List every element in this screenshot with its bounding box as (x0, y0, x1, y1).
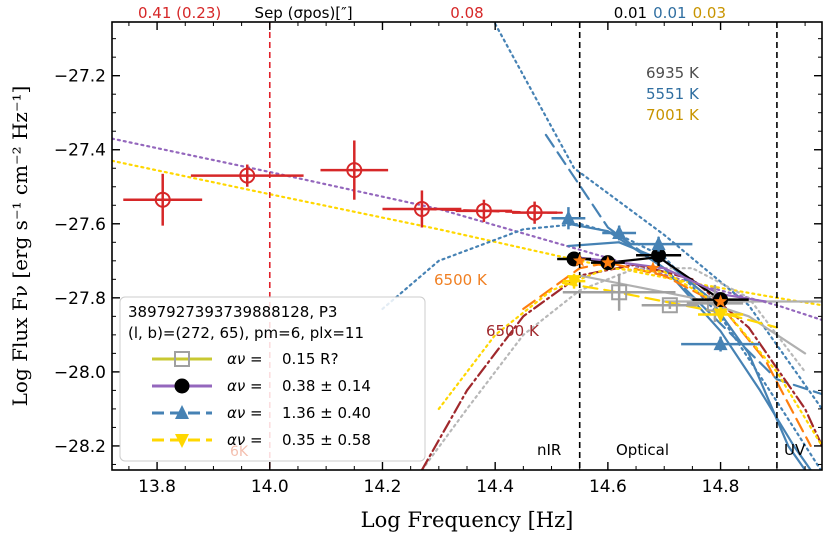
legend-hidden-text: 6K (230, 444, 249, 460)
band-label-nir: nIR (537, 441, 561, 459)
point-orange-2 (646, 261, 660, 274)
top-label-4: 0.01 (653, 4, 686, 22)
y-tick-label-2: −27.6 (54, 215, 106, 235)
point-blue-2 (651, 236, 666, 251)
y-tick-label-0: −27.2 (54, 67, 106, 87)
x-tick-label-1: 14.0 (251, 477, 289, 497)
curve-blue-steep-dotted (494, 22, 822, 410)
band-label-uv: UV (784, 441, 806, 459)
x-axis-label: Log Frequency [Hz] (361, 508, 574, 532)
band-label-optical: Optical (616, 441, 669, 459)
point-blue-0 (561, 210, 576, 225)
bb-label-orange: 6500 K (434, 271, 488, 289)
legend-title-1: 3897927393739888128, P3 (128, 303, 337, 321)
point-wise-4 (475, 202, 492, 219)
point-blue-3 (713, 336, 728, 351)
curve-orange-dashed (522, 261, 812, 447)
y-tick-label-4: −28.0 (54, 363, 106, 383)
x-tick-label-2: 14.2 (364, 477, 402, 497)
legend-alpha-gray: αν = (227, 350, 263, 368)
curve-gray-dotted-rising (420, 267, 807, 470)
point-gray-0 (611, 284, 628, 301)
y-tick-label-5: −28.2 (54, 437, 106, 457)
point-gray-1 (661, 297, 678, 314)
legend-value-gray: 0.15 R? (282, 350, 339, 368)
temp-label-2: 5551 K (646, 85, 700, 103)
legend-alpha-yellow: αν = (227, 431, 263, 449)
point-yellow-0 (567, 275, 582, 290)
y-tick-label-1: −27.4 (54, 141, 106, 161)
legend-value-blue: 1.36 ± 0.40 (282, 404, 371, 422)
point-wise-3 (413, 200, 430, 217)
curve-purple-line (573, 256, 767, 303)
legend-marker-black (174, 378, 190, 394)
top-label-2: 0.08 (450, 4, 483, 22)
temp-label-1: 6935 K (646, 64, 700, 82)
curve-blue-bb-solid (567, 222, 812, 470)
bb-label-brown: 6500 K (486, 322, 540, 340)
point-yellow-1 (713, 308, 728, 323)
point-orange-0 (573, 253, 587, 267)
temp-label-3: 7001 K (646, 106, 700, 124)
x-tick-label-4: 14.6 (589, 477, 627, 497)
curve-gray-solid (578, 274, 807, 355)
legend-alpha-blue: αν = (227, 404, 263, 422)
legend-marker-gray (174, 351, 190, 367)
point-blue-1 (612, 225, 627, 240)
top-label-1: Sep (σpos)[″] (255, 4, 353, 22)
curve-yellow-dotted-rising (437, 267, 822, 447)
top-label-3: 0.01 (614, 4, 647, 22)
curve-yellow-dashed (561, 281, 778, 329)
legend-value-yellow: 0.35 ± 0.58 (282, 431, 371, 449)
x-tick-label-5: 14.8 (702, 477, 740, 497)
x-tick-label-0: 13.8 (138, 477, 176, 497)
point-orange-3 (713, 294, 728, 308)
top-label-5: 0.03 (693, 4, 726, 22)
point-wise-1 (239, 167, 256, 184)
legend-marker-blue (175, 405, 189, 419)
legend-box (119, 296, 426, 462)
legend: 6K 3897927393739888128, P3 (l, b)=(272, … (119, 296, 426, 462)
point-wise-0 (154, 191, 171, 208)
legend-alpha-black: αν = (227, 377, 263, 395)
curve-blue-bb-solid-2 (567, 241, 807, 470)
y-axis-label: Log Flux Fν [erg s⁻¹ cm⁻² Hz⁻¹] (8, 86, 32, 407)
x-tick-label-3: 14.4 (476, 477, 514, 497)
y-tick-label-3: −27.8 (54, 289, 106, 309)
legend-value-black: 0.38 ± 0.14 (282, 377, 371, 395)
top-label-0: 0.41 (0.23) (138, 4, 221, 22)
point-wise-5 (526, 204, 543, 221)
legend-marker-yellow (175, 434, 189, 448)
legend-title-2: (l, b)=(272, 65), pm=6, plx=11 (128, 324, 364, 342)
point-wise-2 (346, 162, 363, 179)
point-orange-1 (601, 255, 615, 269)
